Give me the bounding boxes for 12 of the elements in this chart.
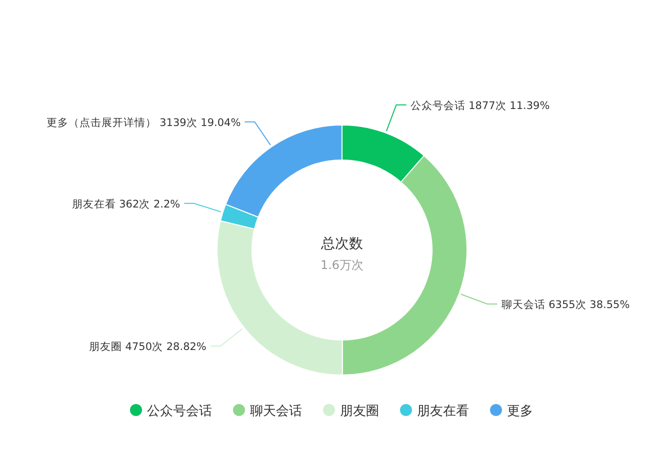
legend-label: 公众号会话 bbox=[147, 404, 212, 419]
text: 1.6万次 bbox=[320, 258, 364, 272]
text: 总次数 bbox=[320, 236, 363, 252]
data-label: 朋友圈 4750次 28.82% bbox=[88, 341, 206, 354]
data-label: 聊天会话 6355次 38.55% bbox=[501, 298, 630, 312]
data-label: 更多（点击展开详情） 3139次 19.04% bbox=[46, 116, 241, 129]
legend-label: 朋友在看 bbox=[417, 404, 469, 419]
legend-label: 聊天会话 bbox=[250, 404, 302, 419]
data-label: 公众号会话 1877次 11.39% bbox=[410, 98, 550, 112]
data-label: 朋友在看 362次 2.2% bbox=[72, 197, 180, 210]
legend-label: 朋友圈 bbox=[340, 404, 379, 419]
legend-label: 更多 bbox=[507, 404, 533, 419]
